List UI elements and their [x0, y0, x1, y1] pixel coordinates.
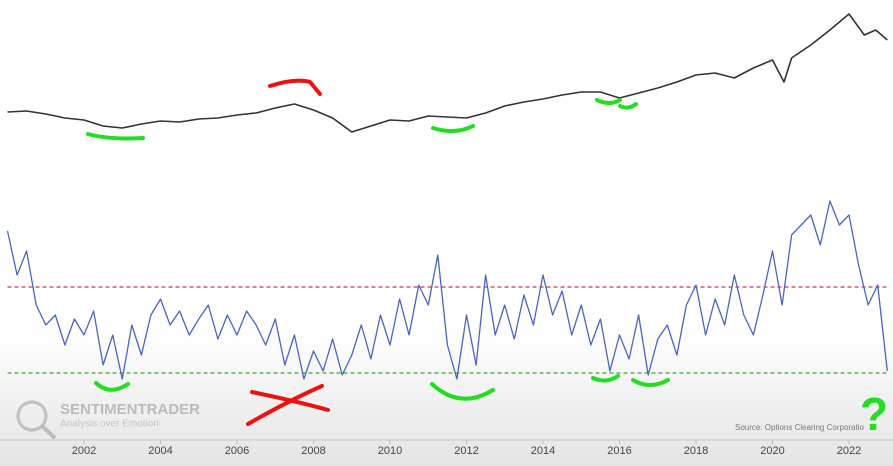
data-line [7, 13, 888, 133]
background-fade [0, 330, 893, 466]
logo [16, 400, 57, 440]
scribble [268, 78, 322, 96]
scribble [595, 98, 638, 110]
plots: 2002 2004 2006 2008 2010 2012 2014 2016 2018 2020… [6, 13, 888, 457]
logo-handle [40, 424, 57, 440]
x-tick-label: 2018 [684, 445, 708, 457]
scribble [86, 132, 145, 141]
x-tick-label: 2006 [225, 445, 249, 457]
x-tick-label: 2014 [531, 445, 555, 457]
x-tick-label: 2012 [454, 445, 478, 457]
x-tick-label: 2002 [72, 445, 96, 457]
data-line [6, 200, 888, 380]
watermark-title: SENTIMENTRADER [60, 401, 200, 418]
scribble [431, 124, 475, 133]
logo-ring [16, 400, 48, 432]
source-note: Source: Options Clearing Corporatio [735, 423, 865, 432]
scribble [246, 384, 330, 426]
scribble [94, 381, 130, 392]
x-tick-label: 2016 [607, 445, 631, 457]
watermark-subtitle: Analysis over Emotion [60, 419, 159, 430]
x-tick-label: 2010 [378, 445, 402, 457]
hand-annotations [86, 78, 670, 426]
scribble [430, 382, 495, 401]
question-mark: ? [860, 388, 888, 440]
x-tick-label: 2020 [760, 445, 784, 457]
x-tick-label: 2022 [837, 445, 861, 457]
scribble [591, 374, 670, 387]
x-tick-label: 2008 [301, 445, 325, 457]
x-tick-label: 2004 [148, 445, 172, 457]
